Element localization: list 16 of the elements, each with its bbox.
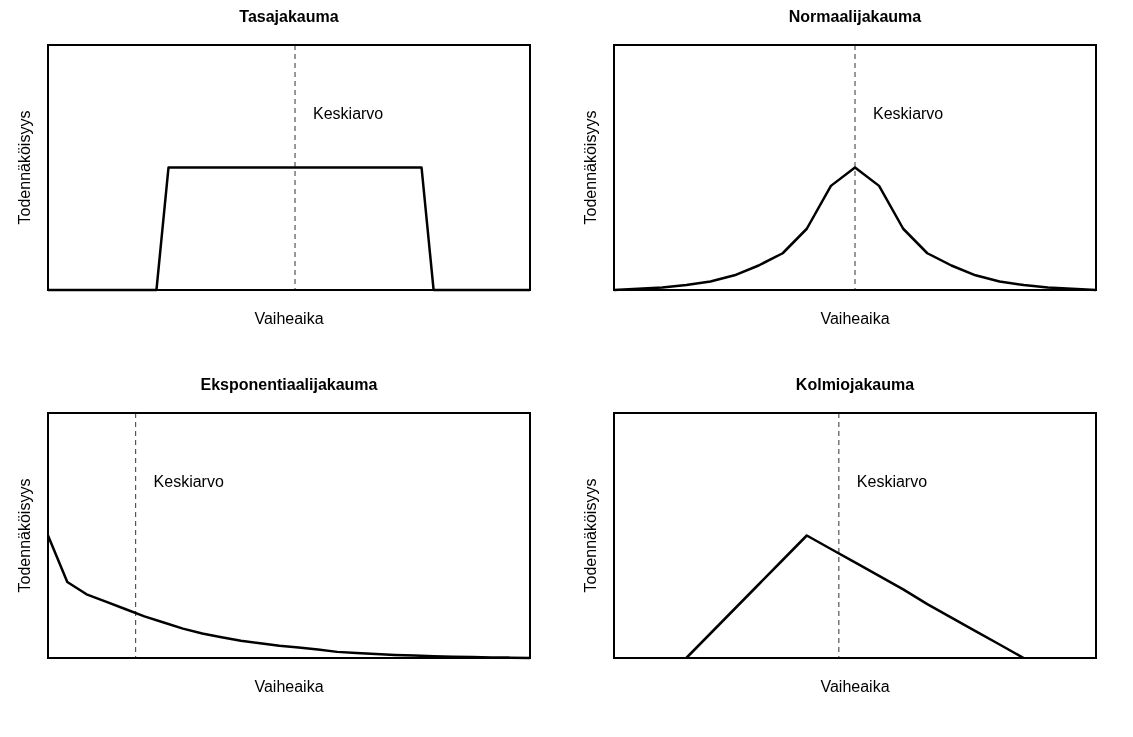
- y-axis-title: Todennäköisyys: [16, 110, 33, 225]
- chart-title: Kolmiojakauma: [795, 376, 915, 393]
- chart-title: Tasajakauma: [239, 8, 339, 25]
- x-axis-title: Vaiheaika: [820, 310, 890, 327]
- x-axis-title: Vaiheaika: [820, 678, 890, 695]
- text: Keskiarvo: [856, 472, 928, 490]
- y-axis-title: Todennäköisyys: [16, 478, 33, 593]
- y-axis-title: Todennäköisyys: [582, 110, 599, 225]
- x-axis-title: Vaiheaika: [254, 310, 324, 327]
- y-axis-title: Todennäköisyys: [582, 478, 599, 593]
- text: Keskiarvo: [313, 104, 384, 122]
- text: Keskiarvo: [873, 104, 944, 122]
- x-axis-title: Vaiheaika: [254, 678, 324, 695]
- text: Keskiarvo: [153, 472, 224, 490]
- chart-title: Eksponentiaalijakauma: [200, 376, 378, 393]
- chart-title: Normaalijakauma: [788, 8, 922, 25]
